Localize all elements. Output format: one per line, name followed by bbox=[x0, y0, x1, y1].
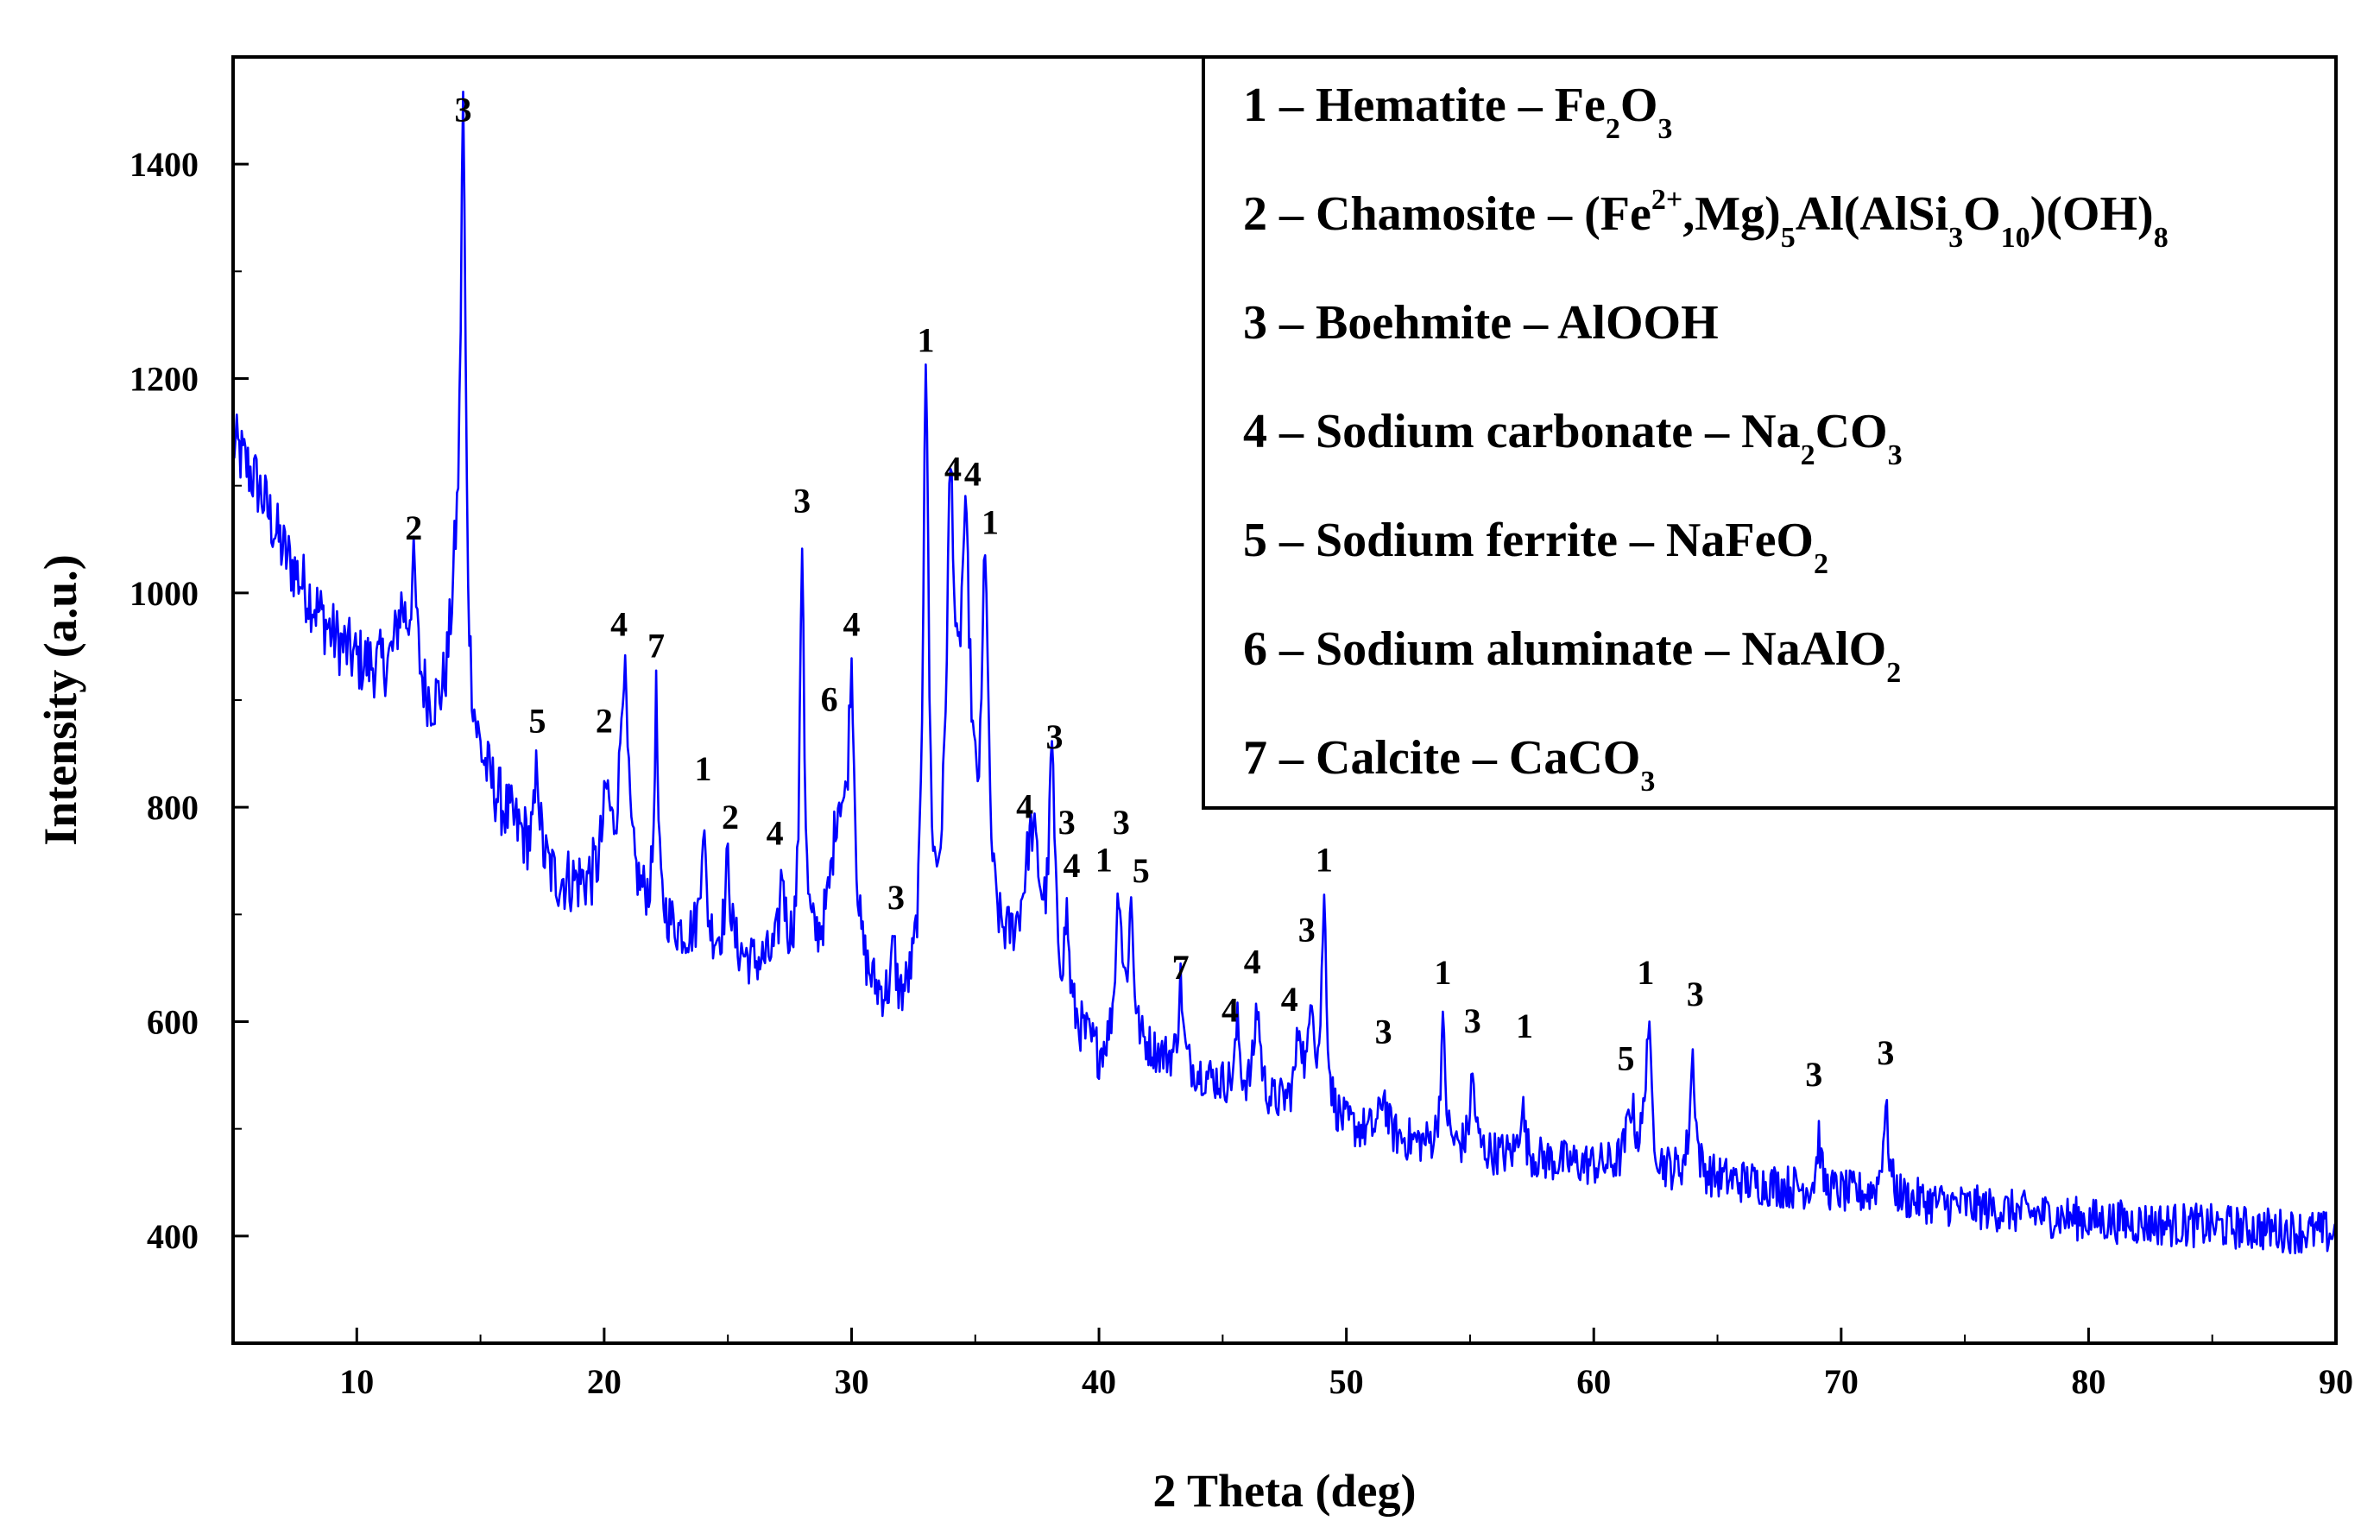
peak-label: 3 bbox=[1464, 1001, 1481, 1040]
peak-label: 4 bbox=[944, 449, 962, 488]
peak-label: 3 bbox=[1058, 803, 1076, 842]
x-tick-label: 20 bbox=[587, 1362, 622, 1401]
peak-label: 5 bbox=[1133, 851, 1150, 890]
peak-label: 2 bbox=[722, 798, 739, 836]
x-tick-label: 60 bbox=[1576, 1362, 1611, 1401]
legend: 1 – Hematite – Fe2O3 2 – Chamosite – (Fe2… bbox=[1202, 55, 2338, 810]
peak-label: 4 bbox=[1222, 991, 1239, 1030]
y-tick-label: 800 bbox=[147, 788, 199, 827]
peak-label: 4 bbox=[1064, 846, 1081, 885]
peak-label: 3 bbox=[455, 91, 472, 129]
x-tick-label: 30 bbox=[834, 1362, 868, 1401]
peak-label: 5 bbox=[529, 701, 546, 740]
y-tick-label: 1400 bbox=[129, 145, 199, 184]
x-tick-label: 10 bbox=[339, 1362, 374, 1401]
peak-label: 7 bbox=[647, 626, 665, 665]
y-tick-label: 400 bbox=[147, 1217, 199, 1256]
series-line-xrd bbox=[233, 91, 2336, 1255]
peak-label: 3 bbox=[1877, 1033, 1894, 1072]
x-axis: 10 20 30 40 50 60 70 80 90 bbox=[232, 1328, 2353, 1401]
peak-label: 1 bbox=[917, 320, 934, 359]
peak-label: 3 bbox=[1113, 803, 1130, 842]
peak-label: 3 bbox=[887, 878, 905, 917]
y-tick-label: 600 bbox=[147, 1003, 199, 1042]
peak-label: 4 bbox=[1016, 787, 1033, 826]
peak-label: 3 bbox=[793, 482, 811, 521]
legend-entry: 4 – Sodium carbonate – Na2CO3 bbox=[1243, 405, 1903, 471]
legend-entry: 1 – Hematite – Fe2O3 bbox=[1243, 79, 1672, 145]
peak-label: 1 bbox=[695, 749, 712, 788]
legend-box bbox=[1202, 55, 2338, 810]
y-axis-title: Intensity (a.u.) bbox=[35, 554, 86, 846]
x-tick-label: 90 bbox=[2319, 1362, 2353, 1401]
x-tick-label: 70 bbox=[1824, 1362, 1859, 1401]
peak-label: 3 bbox=[1298, 910, 1316, 949]
x-tick-label: 50 bbox=[1329, 1362, 1364, 1401]
y-axis: 400 600 800 1000 1200 1400 bbox=[129, 56, 249, 1344]
peak-label: 5 bbox=[1617, 1038, 1634, 1077]
peak-label: 4 bbox=[610, 605, 628, 644]
peak-label: 3 bbox=[1375, 1012, 1392, 1051]
peak-label: 4 bbox=[843, 605, 860, 644]
peak-label: 1 bbox=[1316, 841, 1333, 880]
x-tick-label: 80 bbox=[2071, 1362, 2105, 1401]
peak-label: 2 bbox=[405, 508, 422, 547]
y-tick-label: 1200 bbox=[129, 360, 199, 399]
legend-entry: 3 – Boehmite – AlOOH bbox=[1243, 296, 1719, 350]
legend-entry: 6 – Sodium aluminate – NaAlO2 bbox=[1243, 622, 1901, 689]
peak-label: 1 bbox=[1095, 841, 1113, 880]
peak-label: 2 bbox=[596, 701, 613, 740]
peak-label: 7 bbox=[1172, 948, 1190, 987]
peak-label: 3 bbox=[1805, 1055, 1822, 1094]
peak-label: 1 bbox=[1434, 953, 1451, 992]
peak-label: 1 bbox=[1516, 1007, 1533, 1045]
peak-label: 6 bbox=[821, 679, 838, 718]
peak-label: 4 bbox=[1244, 943, 1261, 981]
x-axis-title: 2 Theta (deg) bbox=[1153, 1465, 1417, 1517]
peak-label: 4 bbox=[767, 814, 784, 853]
y-tick-label: 1000 bbox=[129, 574, 199, 613]
peak-label: 1 bbox=[1637, 953, 1654, 992]
legend-entry: 5 – Sodium ferrite – NaFeO2 bbox=[1243, 514, 1828, 580]
legend-entry: 2 – Chamosite – (Fe2+,Mg)5Al(AlSi3O10)(O… bbox=[1243, 184, 2169, 254]
peak-label: 3 bbox=[1045, 717, 1063, 756]
peak-label: 3 bbox=[1687, 975, 1704, 1013]
peak-label: 1 bbox=[982, 503, 999, 542]
x-tick-label: 40 bbox=[1082, 1362, 1116, 1401]
legend-entry: 7 – Calcite – CaCO3 bbox=[1243, 731, 1655, 798]
peak-label: 4 bbox=[964, 455, 982, 494]
peak-label: 4 bbox=[1281, 980, 1298, 1019]
